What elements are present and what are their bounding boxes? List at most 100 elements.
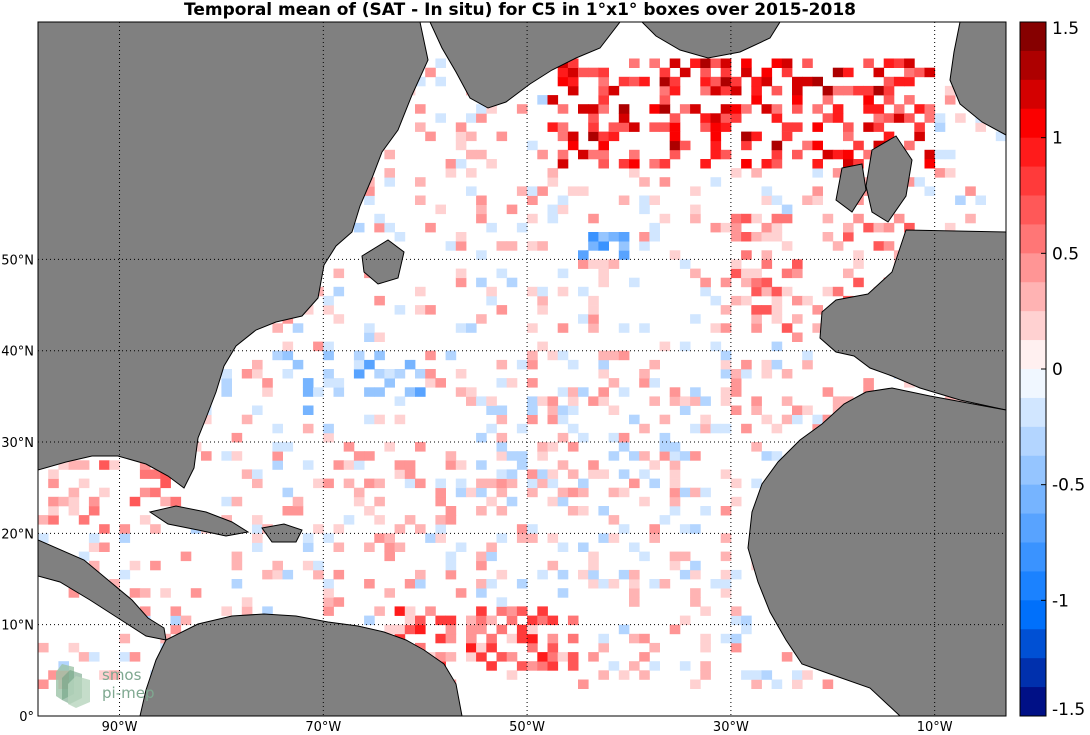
heatmap-cell: [557, 460, 569, 470]
smos-logo: smos pi-mep: [56, 664, 154, 708]
heatmap-cell: [792, 268, 803, 279]
heatmap-cell: [720, 423, 732, 434]
heatmap-cell: [364, 186, 375, 196]
heatmap-cell: [679, 341, 691, 352]
heatmap-cell: [669, 506, 681, 516]
heatmap-cell: [68, 506, 80, 516]
heatmap-cell: [394, 542, 406, 552]
heatmap-cell: [302, 405, 314, 415]
colorbar-segment: [1020, 340, 1046, 370]
heatmap-cell: [384, 168, 395, 178]
heatmap-cell: [802, 58, 813, 68]
heatmap-cell: [394, 524, 406, 534]
heatmap-cell: [598, 131, 609, 142]
heatmap-cell: [669, 85, 681, 96]
heatmap-cell: [802, 350, 813, 361]
heatmap-cell: [720, 277, 732, 288]
colorbar-label: 1.5: [1052, 19, 1079, 39]
heatmap-cell: [720, 387, 732, 397]
heatmap-cell: [567, 405, 579, 415]
heatmap-cell: [883, 131, 895, 142]
heatmap-cell: [415, 615, 426, 626]
heatmap-cell: [659, 159, 671, 169]
heatmap-cell: [730, 478, 742, 489]
heatmap-cell: [598, 76, 609, 87]
heatmap-cell: [252, 515, 263, 525]
heatmap-cell: [761, 104, 773, 114]
colorbar-segment: [1020, 513, 1046, 543]
heatmap-cell: [567, 359, 579, 370]
heatmap-cell: [690, 387, 701, 397]
heatmap-cell: [476, 652, 487, 662]
heatmap-cell: [527, 396, 538, 406]
heatmap-cell: [608, 487, 620, 498]
heatmap-cell: [781, 67, 793, 78]
heatmap-cell: [679, 140, 691, 151]
heatmap-cell: [771, 314, 783, 324]
heatmap-cell: [700, 76, 711, 87]
heatmap-cell: [374, 332, 385, 342]
heatmap-cell: [364, 451, 375, 461]
heatmap-cell: [353, 359, 365, 370]
heatmap-cell: [873, 222, 885, 233]
heatmap-cell: [282, 487, 294, 498]
heatmap-cell: [944, 95, 956, 105]
heatmap-cell: [496, 597, 508, 607]
heatmap-cell: [914, 177, 925, 187]
heatmap-cell: [547, 478, 559, 489]
heatmap-cell: [608, 533, 620, 543]
heatmap-cell: [792, 85, 803, 96]
heatmap-cell: [486, 496, 497, 507]
logo-text-line1: smos: [102, 666, 142, 684]
colorbar-segment: [1020, 397, 1046, 428]
heatmap-cell: [557, 569, 569, 580]
heatmap-cell: [679, 661, 691, 671]
heatmap-cell: [48, 478, 59, 489]
heatmap-cell: [649, 661, 660, 671]
heatmap-cell: [700, 633, 711, 644]
heatmap-cell: [527, 642, 538, 653]
heatmap-cell: [700, 67, 711, 78]
heatmap-cell: [588, 241, 599, 251]
heatmap-cell: [547, 496, 559, 507]
heatmap-cell: [506, 633, 518, 644]
heatmap-cell: [975, 195, 986, 205]
heatmap-cell: [700, 414, 711, 425]
heatmap-cell: [435, 76, 446, 87]
heatmap-cell: [588, 131, 599, 142]
heatmap-cell: [221, 378, 232, 388]
heatmap-cell: [720, 222, 732, 233]
heatmap-cell: [506, 277, 518, 288]
heatmap-cell: [343, 478, 355, 489]
heatmap-cell: [282, 369, 294, 379]
heatmap-cell: [690, 314, 701, 324]
heatmap-cell: [567, 615, 579, 626]
colorbar-segment: [1020, 224, 1046, 254]
heatmap-cell: [720, 149, 732, 160]
heatmap-cell: [822, 95, 834, 105]
heatmap-cell: [425, 378, 436, 388]
heatmap-cell: [567, 85, 579, 96]
heatmap-cell: [863, 149, 874, 160]
heatmap-cell: [272, 350, 283, 361]
heatmap-cell: [792, 76, 803, 87]
heatmap-cell: [669, 149, 681, 160]
heatmap-cell: [618, 432, 630, 443]
heatmap-cell: [639, 232, 650, 242]
heatmap-cell: [496, 268, 508, 279]
heatmap-cell: [588, 67, 599, 78]
heatmap-cell: [730, 615, 742, 626]
heatmap-cell: [812, 104, 823, 114]
heatmap-cell: [384, 533, 395, 543]
heatmap-cell: [781, 323, 793, 333]
heatmap-cell: [516, 624, 528, 635]
colorbar-segment: [1020, 455, 1046, 486]
heatmap-cell: [476, 579, 487, 589]
heatmap-cell: [139, 469, 151, 479]
heatmap-cell: [812, 140, 823, 151]
heatmap-cell: [679, 569, 691, 580]
land-greenland: [429, 22, 621, 109]
heatmap-cell: [730, 76, 742, 87]
heatmap-cell: [537, 478, 548, 489]
heatmap-cell: [527, 533, 538, 543]
